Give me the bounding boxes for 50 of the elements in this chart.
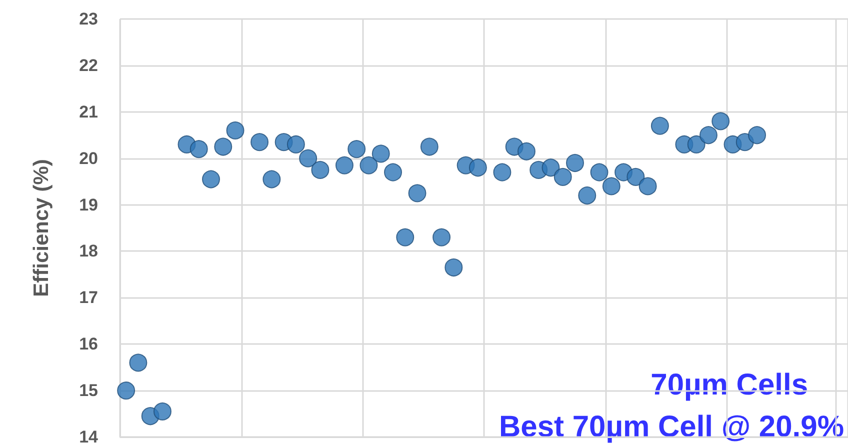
- y-axis-title: Efficiency (%): [30, 159, 53, 297]
- point: [626, 168, 645, 186]
- point: [348, 140, 366, 158]
- point: [408, 184, 426, 202]
- point: [129, 354, 148, 372]
- y-tick-label: 22: [79, 56, 98, 75]
- point: [650, 116, 669, 135]
- point: [396, 228, 414, 246]
- point: [602, 177, 620, 196]
- point: [444, 258, 463, 276]
- point: [226, 121, 244, 140]
- point: [360, 156, 378, 174]
- point: [554, 168, 572, 186]
- point: [372, 144, 390, 163]
- point: [311, 160, 330, 179]
- point: [542, 158, 560, 177]
- point: [335, 156, 354, 174]
- point: [262, 170, 281, 188]
- point: [517, 142, 536, 160]
- point: [432, 228, 451, 246]
- point: [250, 133, 269, 152]
- annotation: Best 70µm Cell @ 20.9%: [498, 410, 844, 444]
- point: [748, 126, 766, 144]
- y-tick-label: 19: [79, 195, 98, 214]
- y-tick-label: 20: [79, 148, 98, 168]
- point: [712, 112, 730, 130]
- point: [590, 163, 608, 182]
- y-tick-label: 21: [79, 102, 98, 122]
- point: [420, 138, 438, 156]
- point: [286, 135, 305, 154]
- point: [493, 163, 512, 182]
- point: [578, 186, 596, 204]
- point: [638, 177, 657, 196]
- point: [214, 138, 232, 156]
- point: [468, 158, 487, 177]
- point: [153, 402, 172, 420]
- y-tick-label: 23: [79, 10, 98, 28]
- y-tick-label: 14: [79, 428, 99, 446]
- point: [190, 140, 208, 158]
- y-tick-label: 15: [79, 381, 98, 400]
- point: [117, 382, 136, 400]
- point: [566, 154, 584, 172]
- point: [299, 149, 318, 168]
- point: [687, 135, 706, 154]
- point: [202, 170, 220, 188]
- y-tick-label: 16: [79, 334, 98, 354]
- y-tick-label: 18: [79, 242, 98, 261]
- y-tick-label: 17: [79, 288, 98, 308]
- point: [384, 163, 402, 182]
- point: [699, 126, 718, 144]
